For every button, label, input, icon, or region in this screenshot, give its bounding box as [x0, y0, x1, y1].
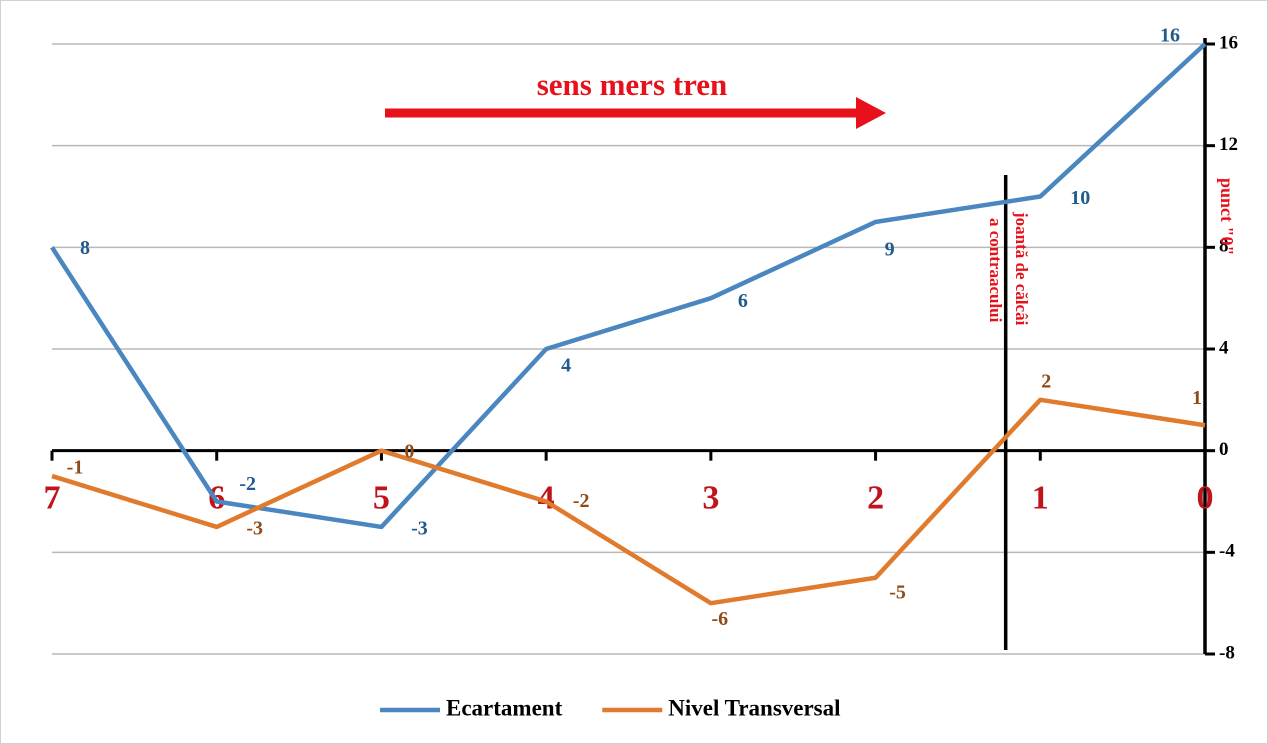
data-label: 4 — [561, 355, 571, 377]
series-line — [51, 397, 1206, 606]
data-label: -3 — [411, 518, 428, 540]
x-tick-label: 0 — [1197, 479, 1214, 516]
legend-label: Ecartament — [446, 695, 563, 720]
joint-label: a contraacului — [986, 218, 1005, 323]
y-tick-label: 12 — [1219, 134, 1238, 155]
x-tick-label: 4 — [538, 479, 555, 516]
arrow-head — [856, 97, 886, 129]
data-label: 8 — [80, 237, 90, 259]
x-tick-label: 1 — [1032, 479, 1049, 516]
series-line — [50, 42, 1207, 530]
data-label: -1 — [67, 457, 84, 479]
y-tick-label: -4 — [1219, 541, 1235, 562]
data-label: -2 — [573, 490, 590, 512]
data-label: 2 — [1041, 370, 1051, 392]
data-label: -3 — [246, 518, 263, 540]
zero-point-label: punct "0" — [1217, 178, 1237, 256]
y-tick-label: 8 — [1219, 236, 1229, 257]
legend-label: Nivel Transversal — [668, 695, 840, 720]
data-label: 6 — [738, 290, 748, 312]
data-label: -6 — [712, 608, 729, 630]
data-label: -5 — [889, 581, 906, 603]
data-label: -2 — [239, 473, 256, 495]
arrow-label: sens mers tren — [537, 67, 728, 102]
x-tick-label: 3 — [702, 479, 719, 516]
y-tick-label: 0 — [1219, 439, 1229, 460]
data-label: 0 — [404, 440, 414, 462]
data-label: 9 — [885, 239, 895, 261]
y-tick-label: 16 — [1219, 32, 1238, 53]
data-label: 1 — [1192, 387, 1202, 409]
data-label: 10 — [1070, 187, 1090, 209]
y-tick-label: -8 — [1219, 642, 1235, 663]
x-tick-label: 2 — [867, 479, 884, 516]
x-tick-label: 7 — [44, 479, 61, 516]
data-label: 16 — [1160, 25, 1180, 47]
y-tick-label: 4 — [1219, 337, 1229, 358]
joint-label: joantă de călcâi — [1012, 211, 1031, 326]
x-tick-label: 5 — [373, 479, 390, 516]
